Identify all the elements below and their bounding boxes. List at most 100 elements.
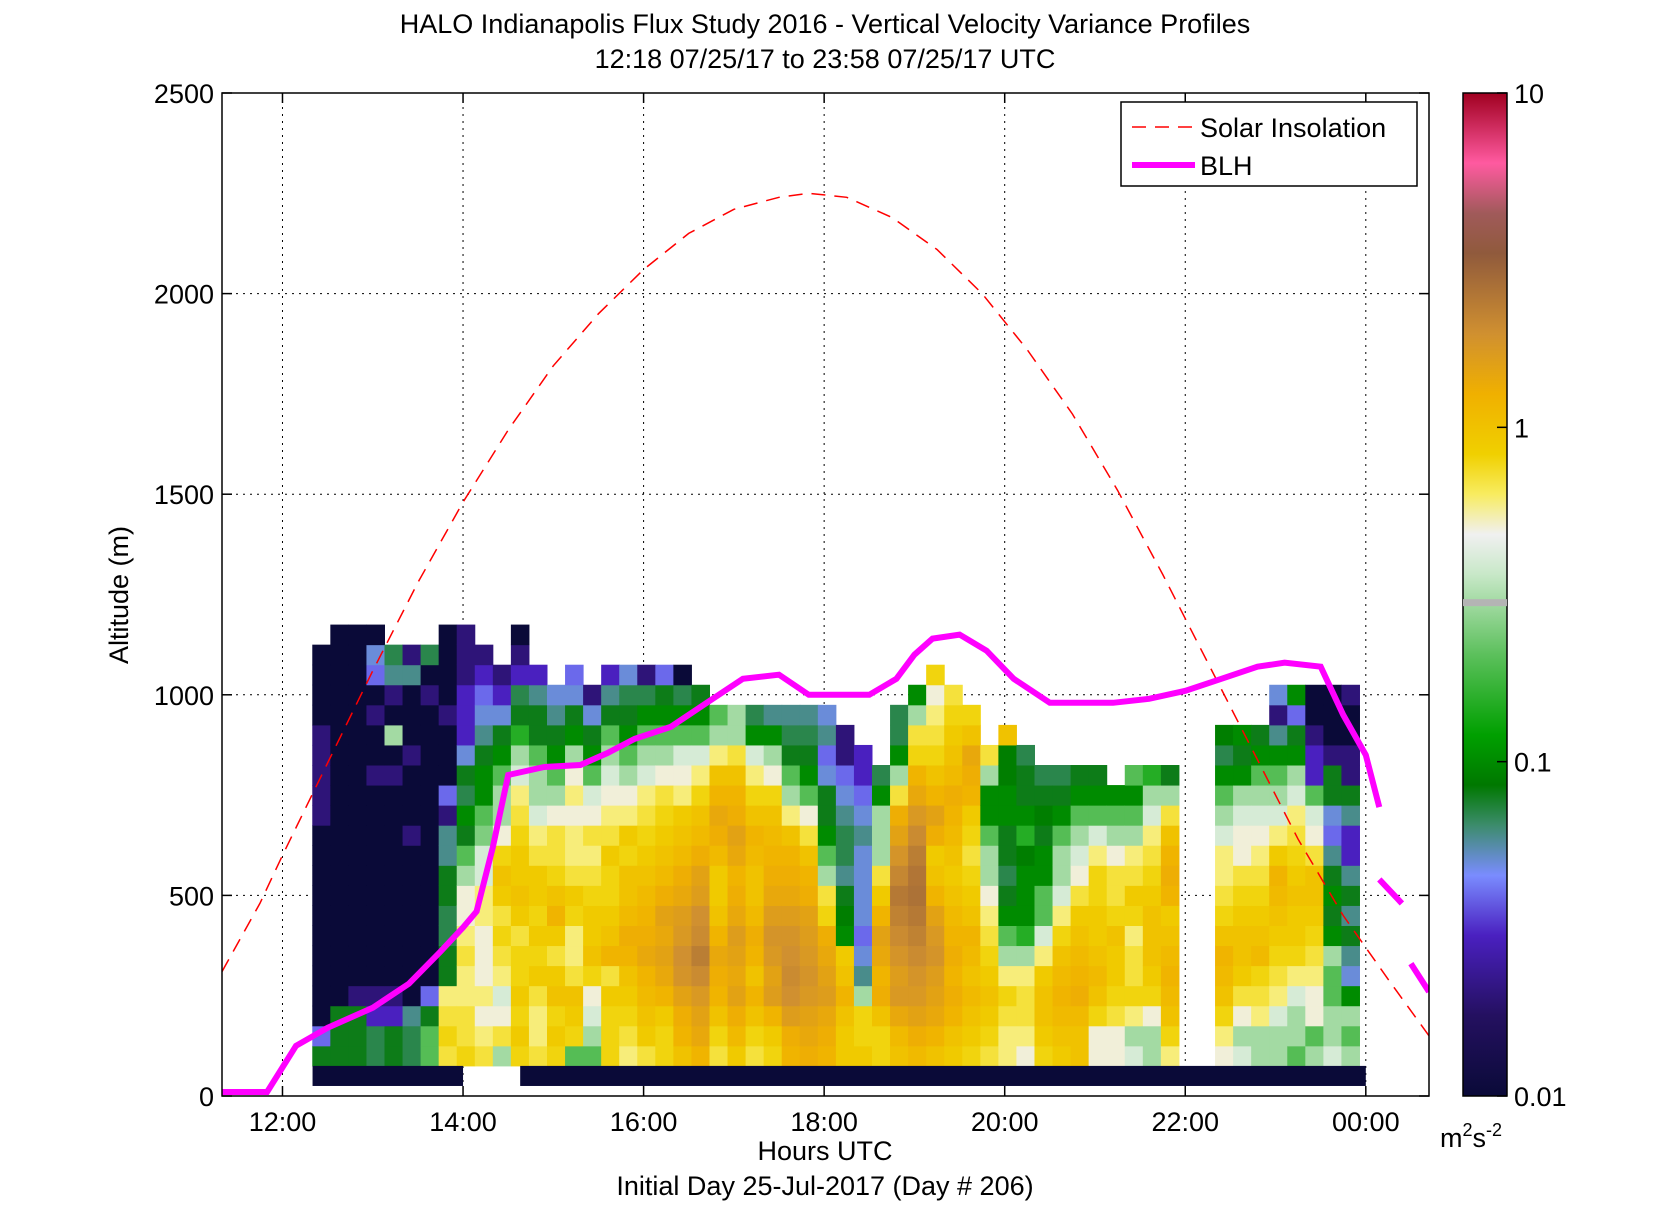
heatmap-cell — [1034, 825, 1054, 846]
heatmap-cell — [330, 644, 349, 666]
heatmap-cell — [384, 724, 404, 746]
heatmap-cell — [1070, 985, 1090, 1007]
heatmap-cell — [1305, 785, 1324, 806]
heatmap-cell — [1142, 1005, 1162, 1027]
heatmap-cell — [1160, 845, 1180, 866]
heatmap-cell — [583, 704, 602, 726]
heatmap-cell — [348, 965, 367, 987]
heatmap-cell — [330, 704, 349, 726]
heatmap-cell — [402, 805, 422, 826]
heatmap-cell — [727, 925, 747, 947]
heatmap-cell — [890, 805, 909, 826]
heatmap-cell — [655, 744, 674, 766]
heatmap-cell — [583, 1025, 602, 1047]
heatmap-cell — [1124, 945, 1144, 967]
heatmap-cell — [1016, 985, 1035, 1007]
heatmap-cell — [1341, 684, 1360, 706]
heatmap-cell — [330, 905, 349, 926]
heatmap-cell — [601, 945, 620, 967]
heatmap-cell — [1251, 845, 1270, 866]
heatmap-cell — [565, 724, 584, 746]
heatmap-cell — [1016, 1005, 1035, 1027]
heatmap-cell — [980, 885, 999, 906]
heatmap-cell — [691, 765, 710, 786]
heatmap-cell — [727, 885, 747, 906]
heatmap-cell — [763, 704, 783, 726]
legend-blh-label: BLH — [1200, 151, 1253, 181]
heatmap-cell — [962, 704, 981, 726]
heatmap-cell — [763, 744, 783, 766]
heatmap-cell — [745, 724, 765, 746]
heatmap-cell — [998, 965, 1017, 987]
heatmap-cell — [583, 985, 602, 1007]
heatmap-cell — [330, 744, 349, 766]
heatmap-cell — [1142, 785, 1162, 806]
heatmap-cell — [962, 985, 981, 1007]
heatmap-cell — [438, 765, 458, 786]
heatmap-cell — [727, 845, 747, 866]
heatmap-cell — [871, 1005, 891, 1027]
heatmap-cell — [474, 1045, 494, 1067]
heatmap-cell — [871, 1045, 891, 1067]
heatmap-cell — [348, 684, 367, 706]
heatmap-cell — [817, 845, 837, 866]
heatmap-cell — [1323, 825, 1342, 846]
heatmap-cell — [799, 905, 819, 926]
heatmap-cell — [474, 805, 494, 826]
heatmap-cell — [1215, 724, 1234, 746]
heatmap-cell — [510, 985, 530, 1007]
heatmap-cell — [1052, 785, 1072, 806]
heatmap-cell — [312, 644, 331, 666]
heatmap-cell — [998, 985, 1017, 1007]
heatmap-cell — [673, 684, 692, 706]
heatmap-cell — [510, 805, 530, 826]
heatmap-cell — [546, 704, 566, 726]
heatmap-cell — [709, 724, 729, 746]
heatmap-cell — [1287, 845, 1306, 866]
heatmap-cell — [1269, 965, 1288, 987]
heatmap-cell — [817, 925, 837, 947]
heatmap-cell — [980, 1005, 999, 1027]
heatmap-cell — [1070, 805, 1090, 826]
heatmap-cell — [348, 865, 367, 886]
heatmap-cell — [817, 825, 837, 846]
heatmap-cell — [1305, 925, 1324, 947]
heatmap-cell — [1233, 1045, 1252, 1067]
heatmap-cell — [619, 1025, 638, 1047]
heatmap-cell — [1016, 945, 1035, 967]
heatmap-cell — [1215, 905, 1234, 926]
heatmap-cell — [962, 1045, 981, 1067]
heatmap-cell — [926, 845, 945, 866]
heatmap-cell — [474, 945, 494, 967]
heatmap-cell — [1287, 985, 1306, 1007]
heatmap-cell — [366, 925, 385, 947]
heatmap-cell — [348, 985, 367, 1007]
heatmap-cell — [1088, 1045, 1108, 1067]
heatmap-cell — [420, 644, 440, 666]
heatmap-cell — [1269, 865, 1288, 886]
heatmap-cell — [1287, 684, 1306, 706]
heatmap-cell — [456, 885, 476, 906]
heatmap-cell — [926, 805, 945, 826]
heatmap-cell — [727, 805, 747, 826]
heatmap-cell — [1269, 1005, 1288, 1027]
heatmap-cell — [853, 925, 873, 947]
heatmap-cell — [655, 985, 674, 1007]
colorbar-unit-mid: s — [1473, 1123, 1487, 1153]
heatmap-cell — [673, 925, 692, 947]
heatmap-cell — [1341, 785, 1360, 806]
heatmap-cell — [1287, 785, 1306, 806]
heatmap-cell — [583, 945, 602, 967]
heatmap-cell — [998, 765, 1017, 786]
heatmap-cell — [817, 1005, 837, 1027]
heatmap-cell — [1124, 765, 1144, 786]
blh-line — [222, 631, 1383, 1095]
heatmap-cell — [1034, 865, 1054, 886]
heatmap-cell — [1251, 1005, 1270, 1027]
heatmap-cell — [1160, 825, 1180, 846]
heatmap-cell — [1251, 724, 1270, 746]
heatmap-cell — [1088, 785, 1108, 806]
heatmap-cell — [1269, 885, 1288, 906]
heatmap-cell — [1215, 805, 1234, 826]
